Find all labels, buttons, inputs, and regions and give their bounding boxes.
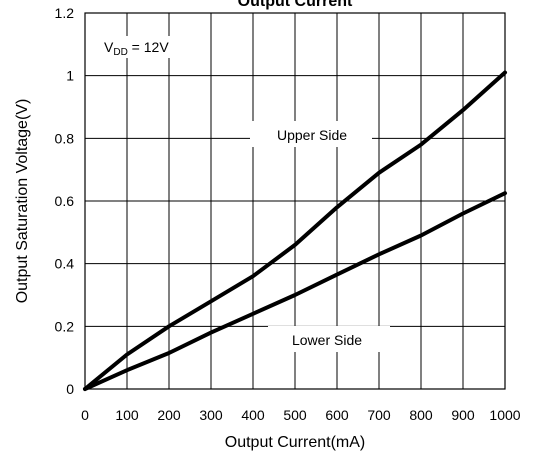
x-tick-label: 400 bbox=[241, 407, 265, 423]
x-tick-label: 700 bbox=[367, 407, 391, 423]
y-axis-label: Output Saturation Voltage(V) bbox=[14, 99, 31, 304]
y-tick-label: 0.2 bbox=[55, 318, 75, 334]
chart-title: Output Current bbox=[238, 0, 353, 10]
y-tick-label: 0.4 bbox=[55, 256, 75, 272]
x-tick-label: 100 bbox=[115, 407, 139, 423]
upper-side-label: Upper Side bbox=[277, 127, 347, 143]
x-tick-label: 1000 bbox=[489, 407, 520, 423]
y-tick-label: 0.8 bbox=[55, 130, 75, 146]
y-tick-labels: 0 0.2 0.4 0.6 0.8 1 1.2 bbox=[55, 5, 75, 397]
y-tick-label: 0 bbox=[66, 381, 74, 397]
lower-side-label: Lower Side bbox=[292, 332, 362, 348]
x-tick-label: 300 bbox=[199, 407, 223, 423]
x-tick-label: 900 bbox=[451, 407, 475, 423]
y-tick-label: 0.6 bbox=[55, 193, 75, 209]
x-tick-label: 0 bbox=[81, 407, 89, 423]
x-tick-label: 600 bbox=[325, 407, 349, 423]
x-tick-labels: 0 100 200 300 400 500 600 700 800 900 1000 bbox=[81, 407, 521, 423]
y-tick-label: 1 bbox=[66, 68, 74, 84]
x-axis-label: Output Current(mA) bbox=[225, 434, 365, 451]
condition-sub: DD bbox=[113, 47, 127, 58]
x-tick-label: 500 bbox=[283, 407, 307, 423]
x-tick-label: 200 bbox=[157, 407, 181, 423]
condition-rest: = 12V bbox=[128, 39, 170, 55]
y-tick-label: 1.2 bbox=[55, 5, 75, 21]
x-tick-label: 800 bbox=[409, 407, 433, 423]
